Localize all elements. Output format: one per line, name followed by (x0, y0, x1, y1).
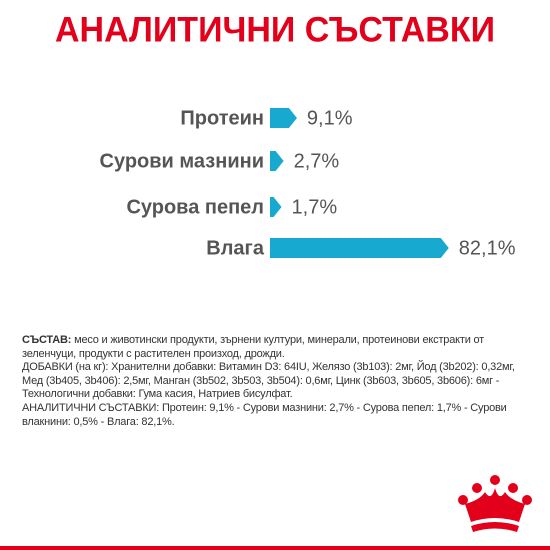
category-label: Сурова пепел (126, 196, 264, 218)
value-label: 9,1% (307, 107, 353, 129)
logo (458, 475, 532, 532)
composition-text: месо и животински продукти, зърнени култ… (22, 334, 485, 360)
value-label: 2,7% (294, 150, 340, 172)
analytical-text: АНАЛИТИЧНИ СЪСТАВКИ: Протеин: 9,1% - Сур… (22, 401, 507, 428)
bar (270, 238, 449, 258)
composition-paragraph: СЪСТАВ: месо и животински продукти, зърн… (22, 334, 530, 361)
bottom-border (0, 546, 550, 550)
composition-label: СЪСТАВ: (22, 334, 72, 346)
category-label: Сурови мазнини (100, 150, 264, 172)
value-label: 82,1% (459, 237, 516, 259)
additives-text: ДОБАВКИ (на кг): Хранителни добавки: Вит… (22, 361, 515, 401)
category-label: Влага (206, 237, 265, 259)
chart-title: АНАЛИТИЧНИ СЪСТАВКИ (55, 10, 495, 49)
bar (270, 197, 282, 217)
category-label: Протеин (180, 107, 264, 129)
bar (270, 151, 284, 171)
crown (458, 475, 532, 532)
chart: АНАЛИТИЧНИ СЪСТАВКИ Протеин 9,1% Сурови ма… (55, 10, 516, 259)
value-label: 1,7% (292, 196, 338, 218)
composition: СЪСТАВ: месо и животински продукти, зърн… (22, 334, 530, 429)
bar (270, 108, 297, 128)
